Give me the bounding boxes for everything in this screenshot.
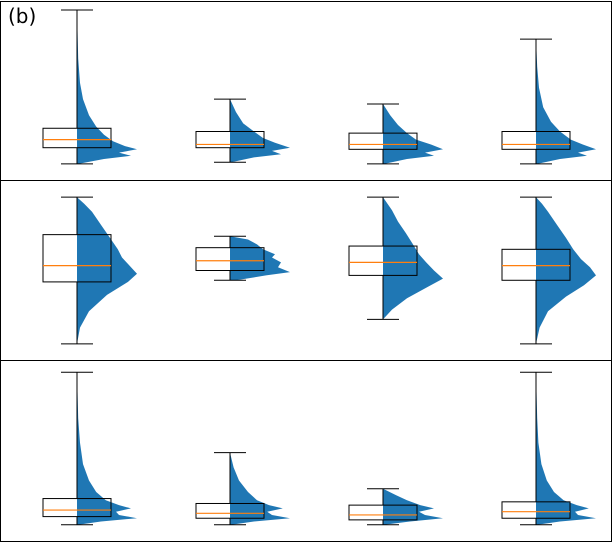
violin-group-4 [501,196,596,345]
panel-2 [0,180,612,361]
panel-1 [0,1,612,181]
violin-half [383,488,443,525]
violin-half [383,197,443,320]
panel-3 [0,360,612,542]
panel-label: (b) [8,4,37,28]
violin-group-3 [348,103,443,165]
violin-half [77,10,137,164]
violin-group-4 [501,38,596,165]
violin-group-3 [348,196,443,320]
violin-half [230,99,290,163]
violin-group-3 [348,488,443,526]
violin-half [536,197,596,344]
violin-group-4 [501,371,596,526]
violin-group-2 [195,235,290,281]
violin-half [230,452,290,525]
violin-group-2 [195,98,290,163]
violin-half [230,236,290,281]
violin-half [536,372,596,525]
violin-group-1 [42,371,137,526]
violin-group-1 [42,9,137,165]
violin-half [536,39,596,164]
violin-half [77,372,137,525]
violin-half [383,104,443,164]
violin-group-1 [42,196,137,345]
violin-group-2 [195,452,290,526]
violin-half [77,197,137,344]
